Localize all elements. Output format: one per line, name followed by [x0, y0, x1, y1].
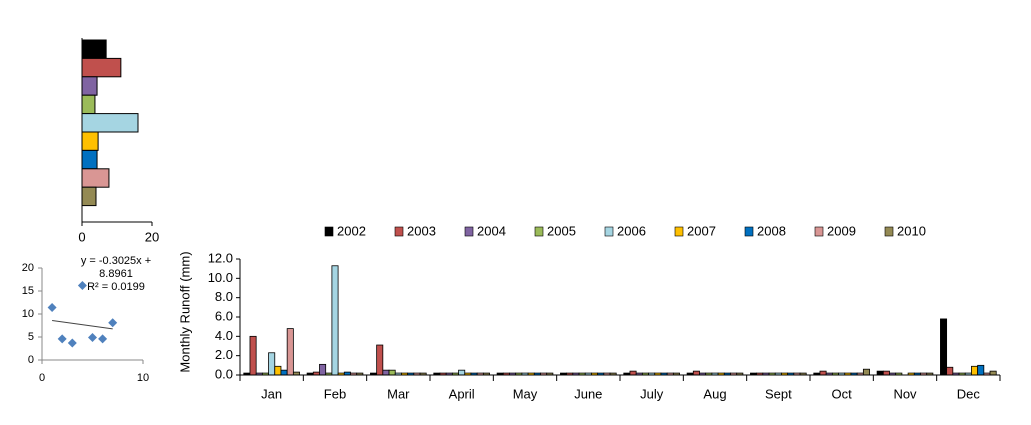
legend-label: 2005: [547, 223, 576, 238]
bar: [81, 39, 107, 59]
bar: [81, 57, 122, 78]
legend-swatch: [674, 226, 684, 237]
y-tick-label: 2.0: [215, 347, 233, 362]
point: [67, 338, 77, 348]
x-tick-label: Feb: [324, 386, 346, 401]
legend-swatch: [324, 226, 334, 237]
annotation: R² = 0.0199: [87, 281, 145, 293]
bar: [319, 363, 327, 376]
legend-label: 2010: [897, 223, 926, 238]
bar: [989, 370, 997, 376]
annotation: 8.8961: [99, 268, 133, 280]
x-tick-label: Jan: [261, 386, 282, 401]
y-tick-label: 0: [28, 354, 34, 366]
x-tick-label: Nov: [893, 386, 917, 401]
trendline: [52, 319, 113, 330]
y-tick-label: 10.0: [208, 270, 233, 285]
legend-swatch: [534, 226, 544, 237]
legend-swatch: [604, 226, 614, 237]
bar: [376, 344, 384, 376]
x-tick-label: Aug: [703, 386, 726, 401]
bar: [458, 369, 466, 376]
bar: [268, 352, 276, 376]
bar: [286, 328, 294, 376]
annotation: y = -0.3025x +: [81, 255, 151, 267]
x-tick-label: Oct: [832, 386, 853, 401]
x-tick-label: Dec: [957, 386, 981, 401]
legend-swatch: [464, 226, 474, 237]
bar: [249, 335, 257, 376]
point: [77, 280, 87, 290]
point: [108, 318, 118, 328]
bar: [971, 365, 979, 376]
legend-label: 2007: [687, 223, 716, 238]
bar: [81, 131, 99, 151]
x-tick-label: July: [640, 386, 664, 401]
legend-label: 2006: [617, 223, 646, 238]
bar: [81, 149, 98, 170]
x-tick-label: Mar: [387, 386, 410, 401]
legend-swatch: [744, 226, 754, 237]
legend-label: 2008: [757, 223, 786, 238]
legend-label: 2002: [337, 223, 366, 238]
bar: [692, 370, 700, 376]
y-tick-label: 0.0: [215, 366, 233, 381]
y-tick-label: 4.0: [215, 328, 233, 343]
x-tick-label: Sept: [765, 386, 792, 401]
bar: [81, 94, 96, 115]
bar: [819, 370, 827, 376]
y-tick-label: 6.0: [215, 308, 233, 323]
y-tick-label: 8.0: [215, 289, 233, 304]
x-tick-label: 0: [39, 372, 45, 384]
y-axis-label: Monthly Runoff (mm): [177, 251, 192, 372]
x-tick-label: 20: [145, 229, 159, 244]
point: [57, 334, 67, 344]
bar: [382, 369, 390, 376]
bar: [977, 364, 985, 376]
point: [88, 332, 97, 342]
x-tick-label: 0: [78, 229, 85, 244]
bar: [280, 369, 288, 376]
bar: [388, 369, 396, 376]
legend-swatch: [394, 226, 404, 237]
x-tick-label: April: [449, 386, 475, 401]
y-tick-label: 20: [22, 262, 34, 274]
bar: [629, 370, 637, 376]
x-tick-label: June: [574, 386, 602, 401]
bar: [81, 168, 110, 188]
bar: [81, 186, 97, 207]
y-tick-label: 10: [22, 308, 34, 320]
x-tick-label: May: [513, 386, 538, 401]
bar: [81, 113, 139, 133]
bar: [81, 76, 98, 96]
x-tick-label: 10: [137, 372, 149, 384]
bar: [946, 366, 954, 376]
bar: [331, 265, 339, 376]
y-tick-label: 5: [28, 331, 34, 343]
bar: [940, 318, 948, 376]
legend-swatch: [884, 226, 894, 237]
y-tick-label: 15: [22, 285, 34, 297]
bar: [862, 368, 870, 376]
legend-label: 2004: [477, 223, 506, 238]
bar: [274, 365, 282, 376]
legend-label: 2009: [827, 223, 856, 238]
point: [47, 303, 57, 313]
bar: [882, 370, 890, 376]
y-tick-label: 12.0: [208, 250, 233, 265]
bar: [876, 370, 884, 376]
legend-label: 2003: [407, 223, 436, 238]
legend-swatch: [814, 226, 824, 237]
point: [98, 334, 108, 344]
